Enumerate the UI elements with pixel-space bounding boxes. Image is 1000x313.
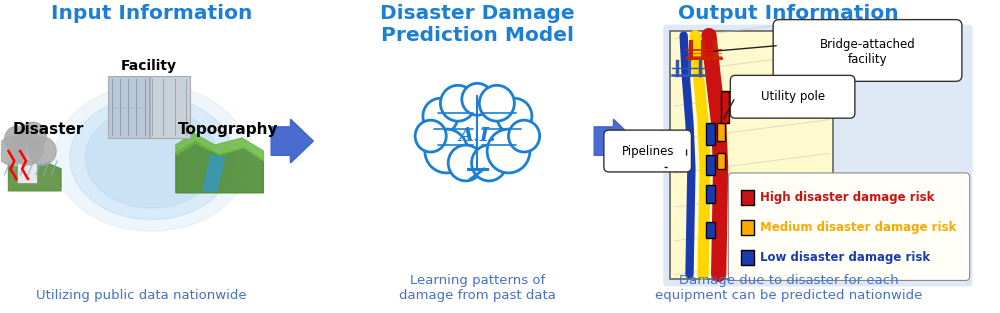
Text: Input Information: Input Information — [51, 4, 252, 23]
FancyBboxPatch shape — [706, 155, 715, 175]
Text: Medium disaster damage risk: Medium disaster damage risk — [760, 221, 956, 234]
Circle shape — [479, 85, 514, 121]
FancyBboxPatch shape — [663, 25, 973, 286]
Text: Bridge-attached
facility: Bridge-attached facility — [820, 38, 915, 65]
Text: Disaster Damage
Prediction Model: Disaster Damage Prediction Model — [380, 4, 575, 45]
Ellipse shape — [54, 85, 249, 231]
Polygon shape — [203, 155, 224, 191]
FancyArrow shape — [594, 119, 636, 163]
Text: Utilizing public data nationwide: Utilizing public data nationwide — [36, 289, 247, 302]
Circle shape — [509, 120, 540, 152]
FancyBboxPatch shape — [150, 76, 190, 138]
Circle shape — [10, 131, 44, 165]
Text: Low disaster damage risk: Low disaster damage risk — [760, 251, 930, 264]
Circle shape — [425, 129, 468, 173]
Circle shape — [448, 145, 483, 181]
FancyBboxPatch shape — [706, 222, 715, 238]
FancyBboxPatch shape — [741, 220, 754, 235]
Circle shape — [462, 83, 493, 115]
Ellipse shape — [70, 96, 233, 220]
FancyBboxPatch shape — [706, 185, 715, 203]
Circle shape — [497, 98, 532, 134]
FancyBboxPatch shape — [717, 153, 725, 169]
FancyBboxPatch shape — [728, 173, 970, 280]
FancyBboxPatch shape — [773, 20, 962, 81]
FancyBboxPatch shape — [741, 190, 754, 205]
FancyArrow shape — [271, 119, 313, 163]
Text: Pipelines: Pipelines — [621, 145, 674, 157]
Circle shape — [472, 145, 507, 181]
Circle shape — [487, 129, 530, 173]
Text: Disaster: Disaster — [12, 122, 84, 136]
Polygon shape — [8, 163, 61, 191]
FancyBboxPatch shape — [730, 75, 855, 118]
FancyBboxPatch shape — [706, 123, 715, 145]
FancyBboxPatch shape — [741, 249, 754, 264]
FancyBboxPatch shape — [108, 76, 149, 138]
Polygon shape — [176, 141, 263, 193]
Text: Learning patterns of
damage from past data: Learning patterns of damage from past da… — [399, 275, 556, 302]
Circle shape — [440, 85, 475, 121]
Text: High disaster damage risk: High disaster damage risk — [760, 191, 934, 204]
Text: Topography: Topography — [178, 122, 278, 136]
FancyBboxPatch shape — [17, 161, 37, 183]
Text: Output Information: Output Information — [678, 4, 899, 23]
FancyBboxPatch shape — [670, 31, 833, 280]
Ellipse shape — [85, 108, 218, 208]
Text: Utility pole: Utility pole — [761, 90, 825, 103]
FancyBboxPatch shape — [604, 130, 691, 172]
Circle shape — [0, 137, 25, 165]
Text: Facility: Facility — [121, 59, 177, 73]
Circle shape — [29, 137, 56, 165]
Circle shape — [5, 126, 30, 152]
Polygon shape — [176, 133, 263, 161]
Circle shape — [423, 98, 458, 134]
Ellipse shape — [429, 91, 526, 175]
Circle shape — [415, 120, 446, 152]
FancyBboxPatch shape — [721, 91, 729, 123]
Text: Damage due to disaster for each
equipment can be predicted nationwide: Damage due to disaster for each equipmen… — [655, 275, 922, 302]
Circle shape — [19, 122, 46, 150]
FancyBboxPatch shape — [717, 123, 725, 141]
Text: A.I.: A.I. — [459, 127, 496, 145]
